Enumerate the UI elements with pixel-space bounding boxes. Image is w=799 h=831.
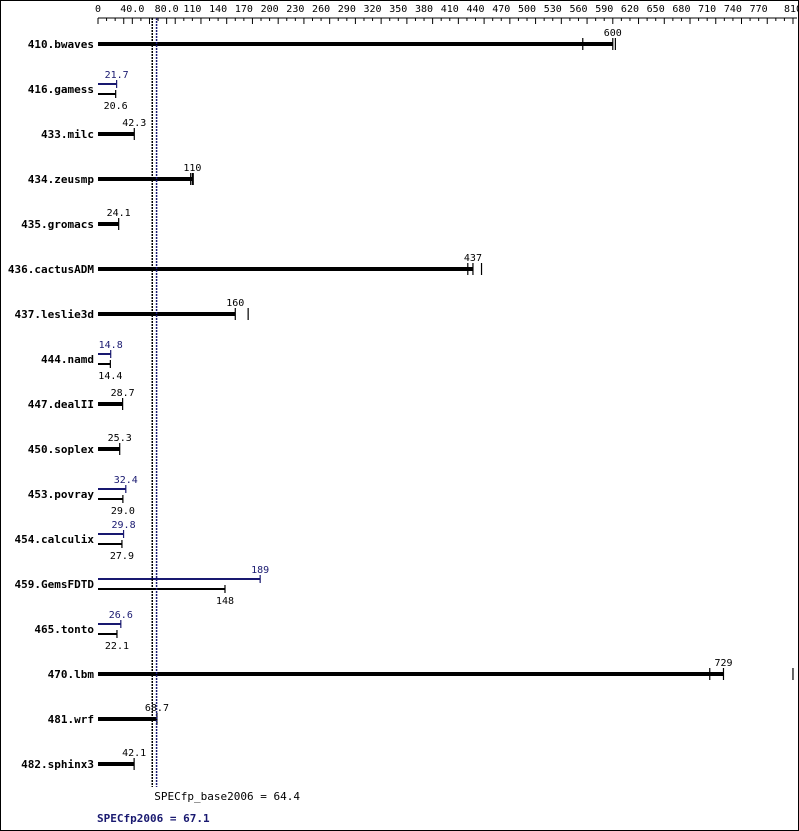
peak-value-label: 14.8 <box>99 340 123 351</box>
base-value-label: 22.1 <box>105 641 129 652</box>
base-bar <box>98 312 236 316</box>
x-tick-label: 680 <box>672 4 690 15</box>
x-tick-label: 560 <box>569 4 587 15</box>
category-label: 450.soplex <box>28 443 95 456</box>
x-tick-label: 410 <box>441 4 459 15</box>
base-value-label: 160 <box>226 298 244 309</box>
x-tick-label: 320 <box>364 4 382 15</box>
x-tick-label: 40.0 <box>120 4 144 15</box>
peak-value-label: 189 <box>251 565 269 576</box>
x-tick-label: 650 <box>647 4 665 15</box>
bars: 410.bwaves 600 416.gamess 21.7 20.6 433.milc 4… <box>8 28 794 771</box>
base-bar <box>98 267 473 271</box>
base-bar <box>98 402 123 406</box>
base-bar <box>98 762 135 766</box>
base-value-label: 42.1 <box>122 748 146 759</box>
category-label: 436.cactusADM <box>8 263 94 276</box>
base-value-label: 14.4 <box>98 371 122 382</box>
category-label: 465.tonto <box>34 623 94 636</box>
category-label: 454.calculix <box>15 533 95 546</box>
x-tick-label: 500 <box>518 4 536 15</box>
x-tick-label: 140 <box>209 4 227 15</box>
category-label: 433.milc <box>41 128 94 141</box>
x-tick-label: 710 <box>698 4 716 15</box>
peak-value-label: 26.6 <box>109 610 133 621</box>
x-tick-label: 350 <box>389 4 407 15</box>
base-bar <box>98 447 120 451</box>
base-reference-label: SPECfp_base2006 = 64.4 <box>154 790 300 803</box>
base-bar <box>98 132 135 136</box>
base-bar <box>98 177 193 181</box>
category-label: 434.zeusmp <box>28 173 95 186</box>
category-label: 416.gamess <box>28 83 94 96</box>
category-label: 470.lbm <box>48 668 95 681</box>
x-tick-label: 590 <box>595 4 613 15</box>
x-tick-label: 0 <box>95 4 101 15</box>
x-tick-label: 440 <box>466 4 484 15</box>
x-tick-label: 470 <box>492 4 510 15</box>
base-value-label: 729 <box>714 658 732 669</box>
base-value-label: 24.1 <box>107 208 131 219</box>
category-label: 444.namd <box>41 353 94 366</box>
base-bar <box>98 717 157 721</box>
category-label: 437.leslie3d <box>15 308 94 321</box>
base-value-label: 600 <box>604 28 622 39</box>
x-tick-label: 260 <box>312 4 330 15</box>
base-value-label: 29.0 <box>111 506 135 517</box>
x-tick-label: 530 <box>544 4 562 15</box>
base-value-label: 42.3 <box>122 118 146 129</box>
base-value-label: 28.7 <box>111 388 135 399</box>
category-label: 482.sphinx3 <box>21 758 94 771</box>
category-label: 410.bwaves <box>28 38 94 51</box>
x-tick-label: 620 <box>621 4 639 15</box>
category-label: 435.gromacs <box>21 218 94 231</box>
x-tick-label: 200 <box>261 4 279 15</box>
peak-value-label: 29.8 <box>112 520 136 531</box>
x-tick-label: 380 <box>415 4 433 15</box>
x-tick-label: 770 <box>750 4 768 15</box>
peak-reference-label: SPECfp2006 = 67.1 <box>97 812 210 825</box>
x-tick-label: 110 <box>183 4 201 15</box>
x-tick-label: 740 <box>724 4 742 15</box>
x-tick-label: 230 <box>286 4 304 15</box>
category-label: 453.povray <box>28 488 95 501</box>
base-bar <box>98 672 724 676</box>
category-label: 481.wrf <box>48 713 94 726</box>
category-label: 447.dealII <box>28 398 94 411</box>
base-value-label: 27.9 <box>110 551 134 562</box>
x-tick-label: 80.0 <box>155 4 179 15</box>
base-value-label: 25.3 <box>108 433 132 444</box>
base-value-label: 20.6 <box>104 101 128 112</box>
category-label: 459.GemsFDTD <box>15 578 95 591</box>
peak-value-label: 21.7 <box>105 70 129 81</box>
base-bar <box>98 42 613 46</box>
base-bar <box>98 222 119 226</box>
reference-lines: SPECfp_base2006 = 64.4 SPECfp2006 = 67.1 <box>97 18 300 825</box>
x-tick-label: 290 <box>338 4 356 15</box>
base-value-label: 148 <box>216 596 234 607</box>
x-tick-label: 810 <box>784 4 798 15</box>
base-value-label: 437 <box>464 253 482 264</box>
x-tick-label: 170 <box>235 4 253 15</box>
x-axis: 0 40.0 80.0 110 140 170 200 230 260 290 320 350 380 4… <box>95 4 798 24</box>
peak-value-label: 32.4 <box>114 475 138 486</box>
base-value-label: 110 <box>183 163 201 174</box>
